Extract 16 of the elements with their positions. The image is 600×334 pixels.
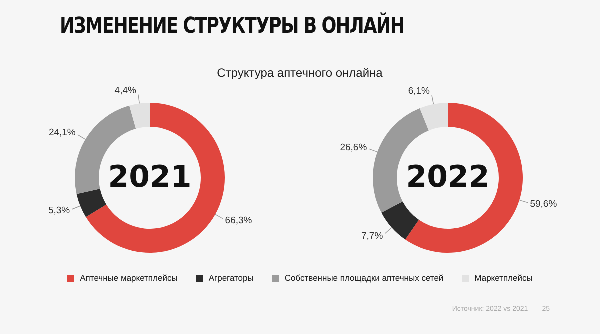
legend-label: Аптечные маркетплейсы (80, 273, 178, 283)
data-label: 7,7% (362, 231, 384, 242)
legend-label: Агрегаторы (208, 273, 254, 283)
data-label: 4,4% (114, 85, 137, 96)
data-label: 6,1% (408, 86, 431, 98)
chart-title: ИЗМЕНЕНИЕ СТРУКТУРЫ В ОНЛАЙН (60, 14, 404, 39)
text: 2022 (406, 160, 490, 195)
chart-subtitle: Структура аптечного онлайна (216, 66, 384, 80)
data-label: 5,3% (48, 206, 71, 217)
data-label: 66,3% (225, 216, 253, 227)
legend-label: Маркетплейсы (474, 273, 533, 283)
data-label: 59,6% (530, 198, 558, 210)
legend-label: Собственные площадки аптечных сетей (284, 273, 444, 283)
data-label: 26,6% (340, 142, 368, 154)
data-label: 24,1% (48, 128, 76, 139)
text: 2021 (108, 160, 192, 195)
